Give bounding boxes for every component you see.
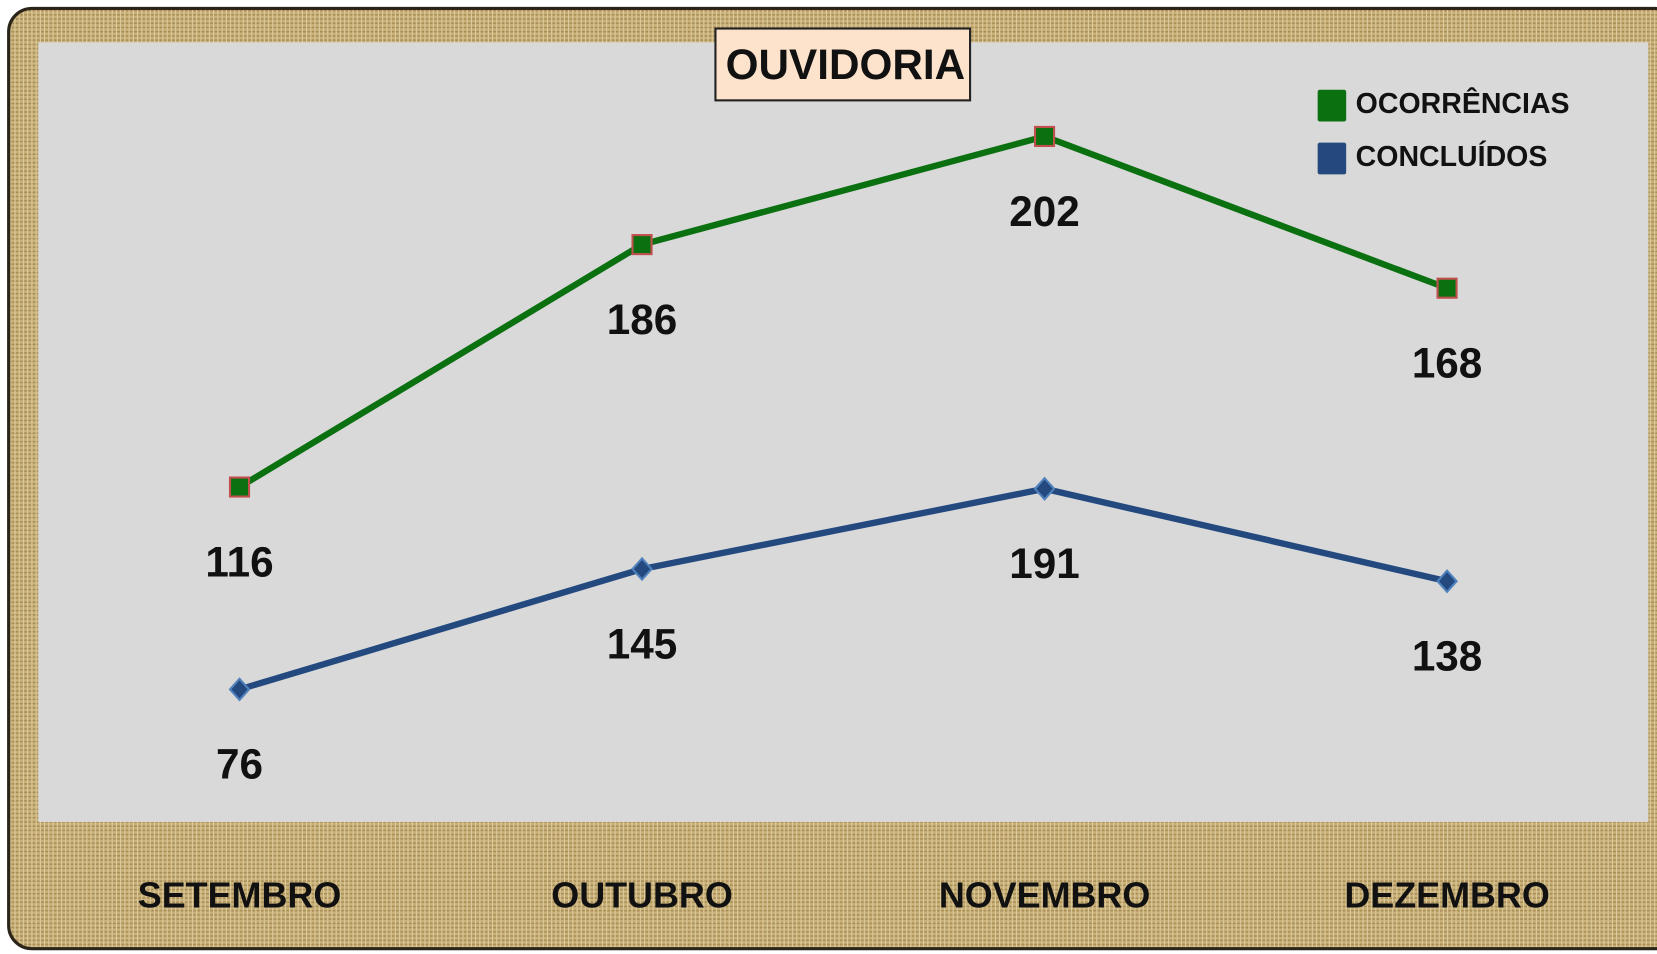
- marker: [631, 556, 653, 582]
- data-label: 145: [607, 620, 678, 667]
- legend-label: CONCLUÍDOS: [1356, 141, 1548, 173]
- marker: [1033, 476, 1056, 501]
- x-tick-label: DEZEMBRO: [1344, 874, 1549, 915]
- marker: [631, 234, 653, 256]
- data-label: 191: [1009, 540, 1080, 587]
- marker: [228, 476, 251, 498]
- x-tick-label: SETEMBRO: [138, 874, 341, 915]
- marker: [1436, 569, 1458, 594]
- title-box: [714, 27, 972, 102]
- data-label: 76: [216, 741, 263, 788]
- legend-label: OCORRÊNCIAS: [1356, 88, 1570, 120]
- data-label: 202: [1009, 188, 1080, 235]
- marker: [1033, 125, 1056, 148]
- legend-swatch: [1317, 142, 1347, 175]
- chart-title: OUVIDORIA: [726, 41, 965, 88]
- x-tick-label: OUTUBRO: [551, 874, 733, 915]
- data-label: 168: [1412, 340, 1482, 387]
- plot-area: [38, 42, 1649, 822]
- series-line: [237, 133, 1449, 490]
- data-label: 186: [607, 296, 678, 343]
- marker: [1436, 277, 1458, 299]
- marker: [228, 677, 251, 702]
- legend: OCORRÊNCIAS CONCLUÍDOS: [1317, 88, 1570, 175]
- x-tick-label: NOVEMBRO: [939, 874, 1150, 915]
- data-label: 116: [205, 538, 273, 585]
- legend-swatch: [1317, 89, 1347, 122]
- data-label: 138: [1412, 633, 1482, 680]
- series-line: [238, 485, 1448, 693]
